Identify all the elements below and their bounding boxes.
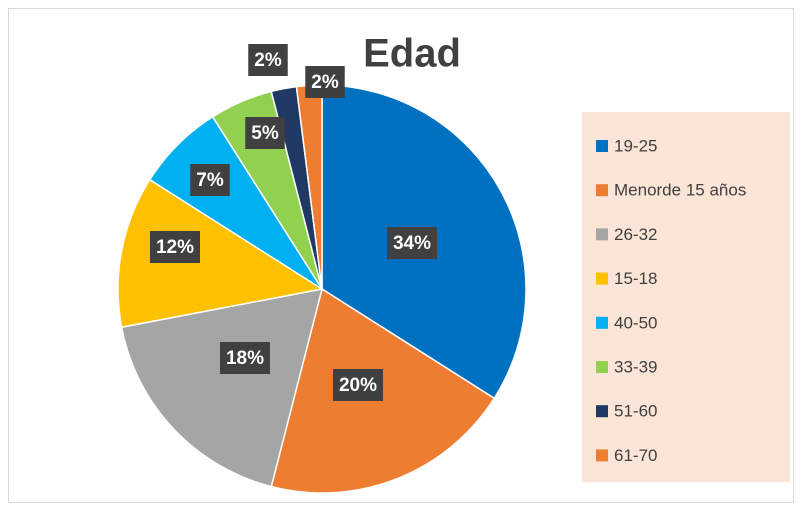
data-label-bg: [219, 342, 271, 374]
legend-swatch: [596, 140, 608, 152]
legend-swatch: [596, 361, 608, 373]
legend-swatch: [596, 272, 608, 285]
legend-label: 33-39: [614, 357, 657, 376]
legend-label: 19-25: [614, 136, 657, 155]
legend-label: 26-32: [614, 225, 657, 244]
data-label-bg: [386, 227, 438, 259]
data-label: 34%: [393, 233, 431, 254]
data-label-bg: [149, 231, 201, 263]
pie-slice: [120, 288, 324, 488]
data-label: 2%: [254, 50, 282, 71]
data-label-bg: [305, 66, 345, 98]
legend-label: 15-18: [614, 269, 657, 288]
slices: [117, 84, 527, 494]
data-label-bg: [245, 117, 285, 149]
legend-label: 51-60: [614, 402, 657, 421]
legend-swatch: [596, 316, 608, 329]
data-label: 7%: [196, 170, 224, 191]
legend-swatch: [596, 228, 608, 241]
legend-label: 61-70: [614, 446, 657, 465]
legend-label: Menorde 15 años: [614, 181, 746, 200]
data-label: 5%: [251, 123, 279, 144]
legend-box: [582, 112, 790, 482]
data-label-bg: [190, 164, 230, 196]
legend-swatch: [596, 449, 608, 462]
data-label: 18%: [226, 348, 264, 369]
data-label-bg: [332, 369, 384, 401]
data-label: 2%: [311, 72, 339, 93]
data-label: 12%: [156, 237, 194, 258]
legend-swatch: [596, 405, 608, 418]
chart-title: Edad: [363, 32, 461, 76]
data-label-bg: [248, 44, 288, 76]
pie-slice: [117, 178, 325, 329]
data-label: 20%: [339, 375, 377, 396]
legend-swatch: [596, 184, 608, 197]
legend-label: 40-50: [614, 313, 657, 332]
